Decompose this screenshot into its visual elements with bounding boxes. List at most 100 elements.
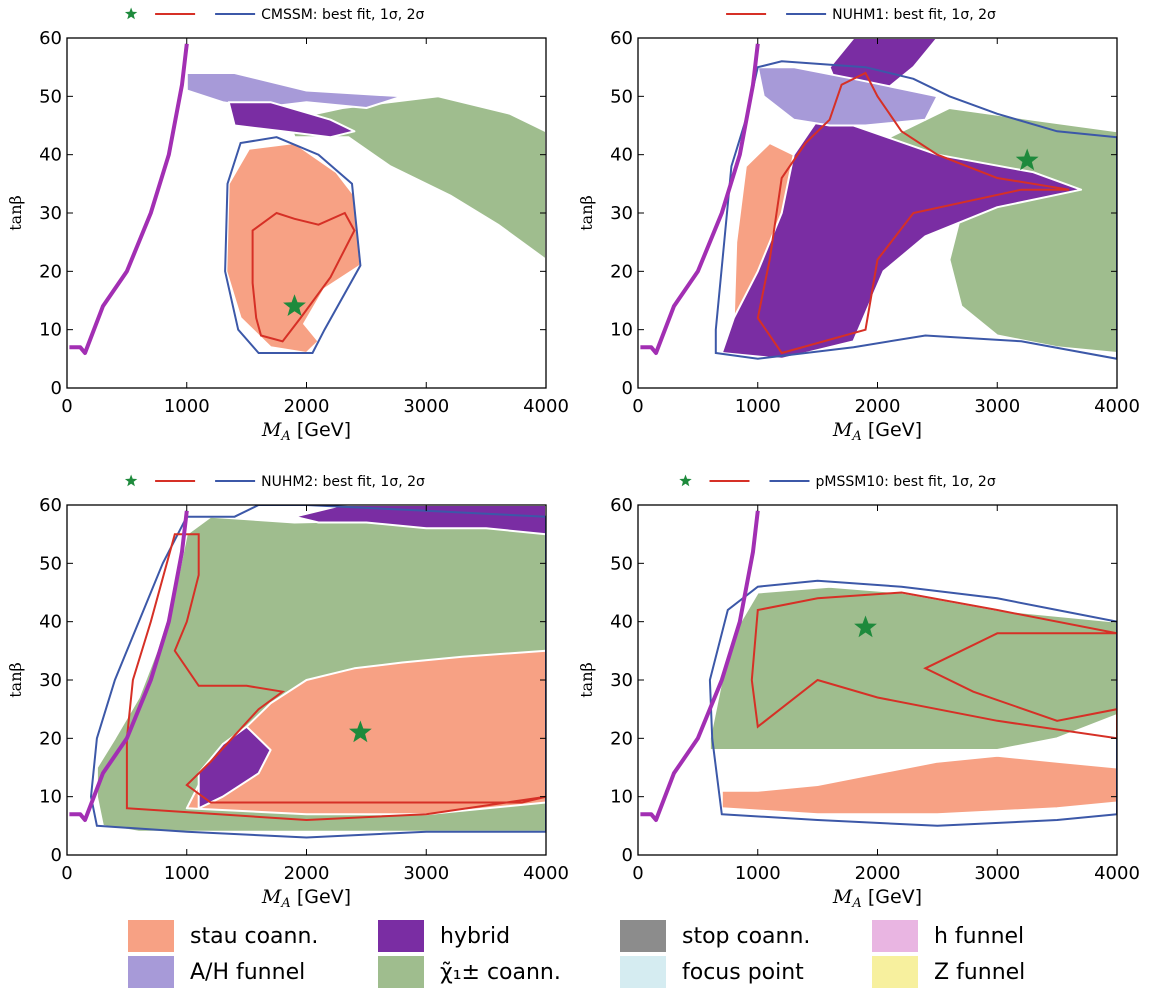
legend-star (124, 474, 138, 487)
boundary-line (69, 510, 189, 822)
contour-2sigma (89, 505, 546, 839)
contour-2sigma (714, 60, 1117, 360)
x-tick-label: 1000 (164, 396, 210, 417)
legend-swatch-z-funnel (872, 956, 918, 988)
best-fit-star (854, 615, 877, 638)
best-fit-star (283, 294, 306, 316)
panel-title: pMSSM10: best fit, 1σ, 2σ (816, 474, 996, 490)
y-tick-label: 60 (39, 495, 62, 516)
legend-item-ah-funnel: A/H funnel (128, 956, 305, 988)
plot-area (69, 505, 546, 839)
legend-label-stau: stau coann. (190, 923, 319, 949)
x-tick-label: 4000 (1094, 396, 1140, 417)
y-tick-label: 50 (610, 86, 633, 107)
y-tick-label: 50 (39, 86, 62, 107)
y-tick-label: 30 (39, 670, 62, 691)
legend: stau coann. A/H funnel hybrid χ̃₁± coann… (0, 912, 1151, 992)
contour-2sigma (224, 136, 362, 354)
x-tick-label: 0 (632, 396, 643, 417)
y-tick-label: 60 (610, 28, 633, 49)
x-tick-label: 4000 (1094, 863, 1140, 884)
panel-title: NUHM1: best fit, 1σ, 2σ (832, 7, 996, 23)
y-tick-label: 20 (39, 261, 62, 282)
x-axis-label: MA [GeV] (832, 886, 922, 911)
chart-panel-3: 0 1000 2000 3000 4000 0 10 20 30 40 50 60 MA [GeV] ta… (6, 474, 569, 911)
x-tick-label: 2000 (284, 396, 330, 417)
x-tick-label: 4000 (523, 396, 569, 417)
x-tick-label: 3000 (974, 863, 1020, 884)
x-tick-label: 2000 (855, 863, 901, 884)
y-tick-label: 60 (39, 28, 62, 49)
legend-swatch-h-funnel (872, 920, 918, 952)
region-ah (185, 72, 404, 109)
panel-legend: CMSSM: best fit, 1σ, 2σ (124, 7, 425, 23)
y-tick-label: 0 (622, 845, 633, 866)
y-tick-label: 10 (39, 320, 62, 341)
x-tick-label: 2000 (284, 863, 330, 884)
panel-title: NUHM2: best fit, 1σ, 2σ (261, 474, 425, 490)
legend-label-chargino: χ̃₁± coann. (440, 959, 561, 985)
x-tick-label: 4000 (523, 863, 569, 884)
region-chargino (708, 585, 1117, 751)
legend-item-hybrid: hybrid (378, 920, 510, 952)
legend-swatch-stop (620, 920, 666, 952)
y-tick-label: 50 (39, 553, 62, 574)
x-tick-label: 0 (61, 863, 72, 884)
x-tick-label: 3000 (974, 396, 1020, 417)
y-tick-label: 40 (610, 145, 633, 166)
y-tick-label: 40 (610, 612, 633, 633)
legend-item-h-funnel: h funnel (872, 920, 1024, 952)
boundary-line (69, 43, 189, 355)
y-axis-label: tanβ (6, 662, 25, 698)
legend-star (679, 474, 692, 487)
legend-label-focus: focus point (682, 959, 804, 985)
legend-swatch-ah-funnel (128, 956, 174, 988)
y-tick-label: 20 (610, 261, 633, 282)
region-hybrid (293, 505, 546, 536)
x-axis-label: MA [GeV] (261, 886, 351, 911)
y-tick-label: 30 (39, 203, 62, 224)
best-fit-star (1015, 148, 1039, 171)
contour-1sigma (251, 211, 356, 343)
y-tick-label: 30 (610, 670, 633, 691)
y-tick-label: 0 (51, 378, 62, 399)
legend-label-ah-funnel: A/H funnel (190, 959, 306, 985)
y-axis-label: tanβ (577, 195, 596, 231)
x-tick-label: 1000 (164, 863, 210, 884)
legend-label-h-funnel: h funnel (934, 923, 1025, 949)
boundary-line (640, 43, 760, 355)
legend-swatch-focus (620, 956, 666, 988)
x-tick-label: 2000 (855, 396, 901, 417)
legend-label-hybrid: hybrid (440, 923, 511, 949)
panel-title: CMSSM: best fit, 1σ, 2σ (261, 7, 424, 23)
x-tick-label: 1000 (735, 396, 781, 417)
x-axis-label: MA [GeV] (261, 419, 351, 444)
legend-item-chargino: χ̃₁± coann. (378, 956, 561, 988)
y-tick-label: 40 (39, 145, 62, 166)
y-tick-label: 0 (51, 845, 62, 866)
x-tick-label: 3000 (403, 863, 449, 884)
region-chargino (287, 95, 546, 261)
region-hybrid (227, 101, 356, 139)
panel-legend: pMSSM10: best fit, 1σ, 2σ (679, 474, 996, 490)
region-stau (225, 142, 362, 354)
chart-panel-2: 0 1000 2000 3000 4000 0 10 20 30 40 50 60 MA [GeV] ta… (577, 7, 1140, 444)
legend-star (124, 7, 138, 20)
chart-panel-4: 0 1000 2000 3000 4000 0 10 20 30 40 50 60 MA [GeV] ta… (577, 474, 1140, 911)
legend-item-z-funnel: Z funnel (872, 956, 1025, 988)
legend-swatch-hybrid (378, 920, 424, 952)
y-tick-label: 20 (610, 728, 633, 749)
region-stau (720, 754, 1117, 816)
legend-item-focus: focus point (620, 956, 804, 988)
x-axis-label: MA [GeV] (832, 419, 922, 444)
panel-legend: NUHM2: best fit, 1σ, 2σ (124, 474, 425, 490)
plot-area (640, 510, 1117, 827)
y-tick-label: 40 (39, 612, 62, 633)
chart-panel-1: 0 1000 2000 3000 4000 0 10 20 30 40 50 60 MA [GeV] ta… (6, 7, 569, 444)
x-tick-label: 0 (61, 396, 72, 417)
y-tick-label: 10 (610, 787, 633, 808)
legend-swatch-chargino (378, 956, 424, 988)
contour-1sigma (750, 591, 1117, 740)
y-tick-label: 30 (610, 203, 633, 224)
